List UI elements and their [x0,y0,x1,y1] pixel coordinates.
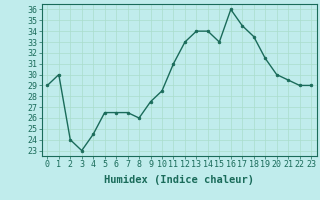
X-axis label: Humidex (Indice chaleur): Humidex (Indice chaleur) [104,175,254,185]
